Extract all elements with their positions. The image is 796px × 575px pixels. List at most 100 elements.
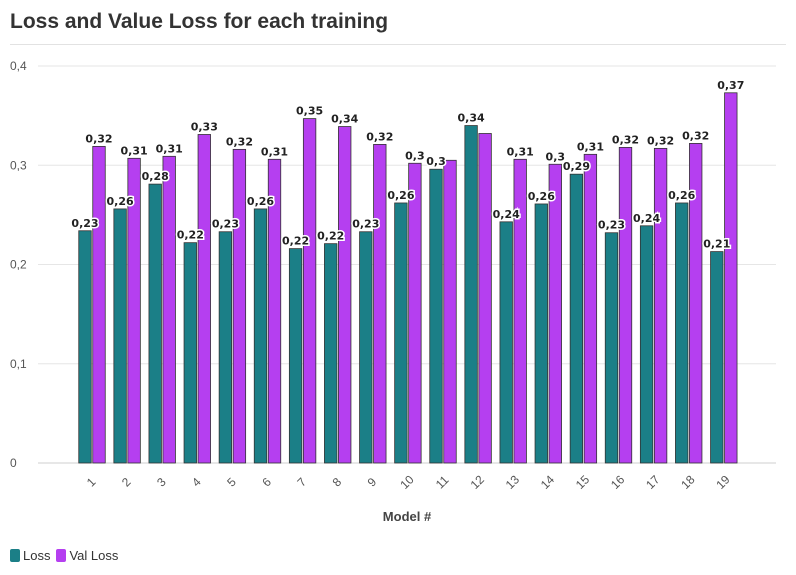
val-loss-bar [548,163,562,464]
val-loss-data-label: 0,32 [682,129,709,142]
loss-data-label: 0,23 [212,218,239,231]
val-loss-bar [653,147,668,464]
legend-label: Loss [23,548,51,563]
loss-data-label: 0,29 [563,160,590,173]
x-tick-label: 6 [259,475,274,490]
val-loss-data-label: 0,31 [156,142,183,155]
legend-label: Val Loss [69,548,119,563]
x-tick-label: 17 [643,472,663,492]
y-tick-label: 0,3 [10,158,27,172]
chart-legend: Loss Val Loss [10,548,124,563]
val-loss-data-label: 0,37 [717,79,744,92]
loss-data-label: 0,23 [71,217,98,230]
val-loss-data-label: 0,31 [577,140,604,153]
x-tick-label: 1 [84,475,99,490]
y-tick-label: 0 [10,456,17,470]
loss-data-label: 0,3 [426,155,446,168]
val-loss-data-label: 0,32 [366,130,393,143]
val-loss-data-label: 0,34 [331,113,358,126]
x-tick-label: 2 [119,475,134,490]
loss-bar [218,231,233,464]
val-loss-data-label: 0,32 [612,133,639,146]
x-tick-label: 9 [365,475,380,490]
val-loss-bar [513,158,527,464]
x-tick-label: 13 [503,472,523,492]
loss-bar [113,208,127,464]
val-loss-data-label: 0,33 [191,120,218,133]
loss-data-label: 0,22 [177,229,204,242]
val-loss-bar [724,92,738,464]
loss-bar [288,248,303,464]
x-tick-label: 10 [397,472,417,492]
loss-bar [429,168,443,464]
y-tick-label: 0,2 [10,258,27,272]
x-tick-label: 4 [189,475,204,490]
loss-bar [499,221,513,464]
val-loss-bar [373,144,387,464]
legend-swatch [10,549,20,562]
x-axis-label: Model # [383,509,432,524]
loss-data-label: 0,26 [107,195,134,208]
loss-bar [324,243,338,464]
loss-bar [604,232,619,464]
x-tick-label: 18 [678,472,698,492]
val-loss-bar [162,155,176,464]
val-loss-bar [338,126,352,464]
val-loss-data-label: 0,32 [226,135,253,148]
val-loss-bar [408,162,422,464]
val-loss-data-label: 0,32 [85,132,112,145]
loss-data-label: 0,22 [282,235,309,248]
legend-item[interactable]: Loss [10,548,50,563]
val-loss-data-label: 0,31 [121,144,148,157]
val-loss-data-label: 0,3 [546,150,566,163]
x-tick-label: 12 [468,472,488,492]
loss-data-label: 0,26 [247,195,274,208]
val-loss-bar [232,148,247,464]
val-loss-bar [443,159,457,464]
loss-bar [710,251,724,464]
x-tick-label: 7 [294,475,309,490]
loss-bar [534,203,548,464]
x-tick-label: 3 [154,475,169,490]
val-loss-data-label: 0,3 [405,149,425,162]
val-loss-bar [127,157,141,464]
loss-bar [569,173,584,464]
val-loss-data-label: 0,31 [261,145,288,158]
chart-title: Loss and Value Loss for each training [10,10,389,33]
val-loss-data-label: 0,32 [647,134,674,147]
x-tick-label: 19 [713,472,733,492]
loss-data-label: 0,34 [458,112,485,125]
loss-bar [394,202,408,464]
title-divider [10,44,786,45]
loss-data-label: 0,24 [493,208,520,221]
val-loss-bar [618,146,633,464]
loss-data-label: 0,23 [598,219,625,232]
legend-item[interactable]: Val Loss [56,548,118,563]
x-tick-label: 8 [330,475,345,490]
loss-data-label: 0,23 [352,218,379,231]
x-tick-label: 14 [538,472,558,492]
loss-bar [148,183,162,464]
x-tick-label: 15 [573,472,593,492]
val-loss-bar [478,133,492,464]
loss-bar [78,230,92,464]
x-tick-label: 5 [224,475,239,490]
val-loss-bar [92,145,106,464]
val-loss-data-label: 0,31 [507,145,534,158]
loss-data-label: 0,28 [142,170,169,183]
loss-data-label: 0,24 [633,212,660,225]
loss-data-label: 0,21 [703,238,730,251]
legend-swatch [56,549,67,562]
val-loss-data-label: 0,35 [296,105,323,118]
loss-bar [253,208,268,464]
x-tick-label: 16 [608,472,628,492]
loss-data-label: 0,22 [317,230,344,243]
val-loss-bar [302,118,317,464]
loss-data-label: 0,26 [668,189,695,202]
loss-bar [464,125,478,464]
y-tick-label: 0,1 [10,357,27,371]
loss-data-label: 0,26 [387,189,414,202]
loss-bar [183,242,197,464]
val-loss-bar [583,153,598,464]
